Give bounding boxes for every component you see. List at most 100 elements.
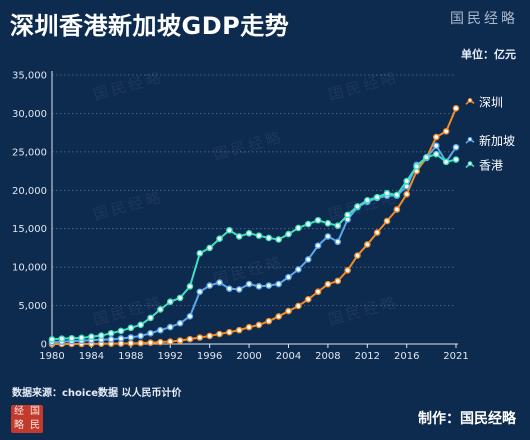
data-point	[255, 283, 263, 290]
x-tick-label: 2004	[276, 351, 301, 362]
watermark-text: 国民经略	[326, 68, 400, 104]
data-point	[226, 226, 233, 234]
data-point	[393, 191, 401, 199]
logo-char: 略	[14, 420, 24, 431]
data-point	[235, 326, 243, 334]
data-point	[137, 332, 144, 340]
data-point	[78, 334, 85, 342]
data-point	[196, 288, 204, 296]
data-point	[324, 233, 332, 240]
data-point	[354, 203, 361, 210]
data-point	[97, 332, 105, 339]
page-title: 深圳香港新加坡GDP走势	[10, 12, 290, 40]
x-tick-label: 1980	[39, 351, 64, 362]
data-point	[304, 296, 312, 303]
data-point	[216, 235, 223, 243]
x-tick-label: 1996	[197, 351, 222, 362]
data-point	[166, 298, 174, 306]
data-point	[442, 128, 450, 135]
data-point	[373, 193, 381, 201]
data-point	[186, 313, 194, 320]
data-point	[364, 241, 371, 248]
x-tick-label: 2021	[443, 351, 468, 362]
y-tick-label: 30,000	[12, 109, 47, 120]
data-point	[68, 334, 76, 342]
brand-logo: 经 国 略 民	[11, 405, 43, 433]
data-point	[334, 238, 342, 246]
data-point	[157, 326, 164, 334]
data-point	[413, 163, 420, 170]
source-note: 数据来源：choice数据 以人民币计价	[12, 388, 182, 399]
data-point	[206, 332, 213, 340]
data-point	[285, 230, 292, 238]
y-tick-label: 35,000	[12, 71, 47, 82]
unit-label: 单位：亿元	[461, 48, 516, 61]
data-point	[58, 335, 66, 342]
data-point	[265, 317, 273, 325]
data-point	[403, 190, 411, 198]
x-tick-label: 2016	[394, 351, 419, 362]
logo-char: 经	[14, 406, 24, 417]
data-point	[403, 177, 411, 185]
watermark-text: 国民经略	[91, 188, 165, 224]
data-point	[176, 337, 184, 344]
data-point	[255, 232, 263, 239]
data-point	[206, 282, 213, 289]
series-layer	[48, 105, 460, 348]
legend-label: 新加坡	[479, 133, 515, 148]
watermark-text: 国民经略	[211, 128, 285, 164]
data-point	[127, 334, 135, 341]
data-point	[452, 156, 460, 163]
x-tick-label: 1992	[158, 351, 183, 362]
data-point	[216, 330, 223, 338]
data-point	[186, 335, 194, 343]
legend-marker	[467, 98, 473, 103]
data-point	[186, 283, 194, 290]
data-point	[147, 329, 154, 337]
data-point	[383, 190, 391, 197]
data-point	[275, 280, 282, 288]
data-point	[107, 336, 115, 343]
y-tick-label: 0	[41, 340, 47, 351]
data-point	[432, 142, 440, 150]
credit-label: 制作：国民经略	[418, 411, 516, 427]
data-point	[166, 323, 174, 331]
data-point	[314, 216, 322, 224]
logo-char: 民	[30, 420, 40, 431]
y-tick-label: 25,000	[12, 147, 47, 158]
data-point	[324, 280, 332, 288]
data-point	[107, 329, 115, 337]
data-point	[295, 302, 302, 310]
data-point	[452, 105, 460, 112]
axes: 0 5,000 10,000 15,000 20,000 25,000 30,000 35,0…	[12, 71, 469, 363]
x-tick-label: 2008	[315, 351, 340, 362]
data-point	[442, 158, 450, 166]
data-point	[245, 323, 253, 331]
data-point	[452, 143, 460, 151]
data-point	[344, 211, 351, 219]
data-point	[265, 282, 273, 289]
data-point	[295, 266, 302, 273]
data-point	[127, 340, 135, 347]
data-point	[275, 236, 282, 243]
data-point	[216, 279, 223, 286]
legend-label: 深圳	[479, 95, 503, 109]
data-point	[334, 222, 342, 229]
data-point	[176, 319, 184, 327]
data-point	[245, 230, 253, 237]
data-point	[157, 338, 164, 346]
data-point	[226, 328, 233, 336]
data-point	[226, 285, 233, 292]
data-point	[127, 324, 135, 332]
data-point	[147, 314, 154, 322]
x-tick-label: 1988	[118, 351, 143, 362]
x-tick-label: 2000	[236, 351, 261, 362]
y-tick-label: 5,000	[18, 301, 47, 312]
data-point	[423, 153, 430, 161]
data-point	[166, 338, 174, 345]
data-point	[295, 224, 302, 232]
data-point	[235, 233, 243, 240]
legend-label: 香港	[479, 159, 503, 173]
data-point	[314, 242, 322, 249]
